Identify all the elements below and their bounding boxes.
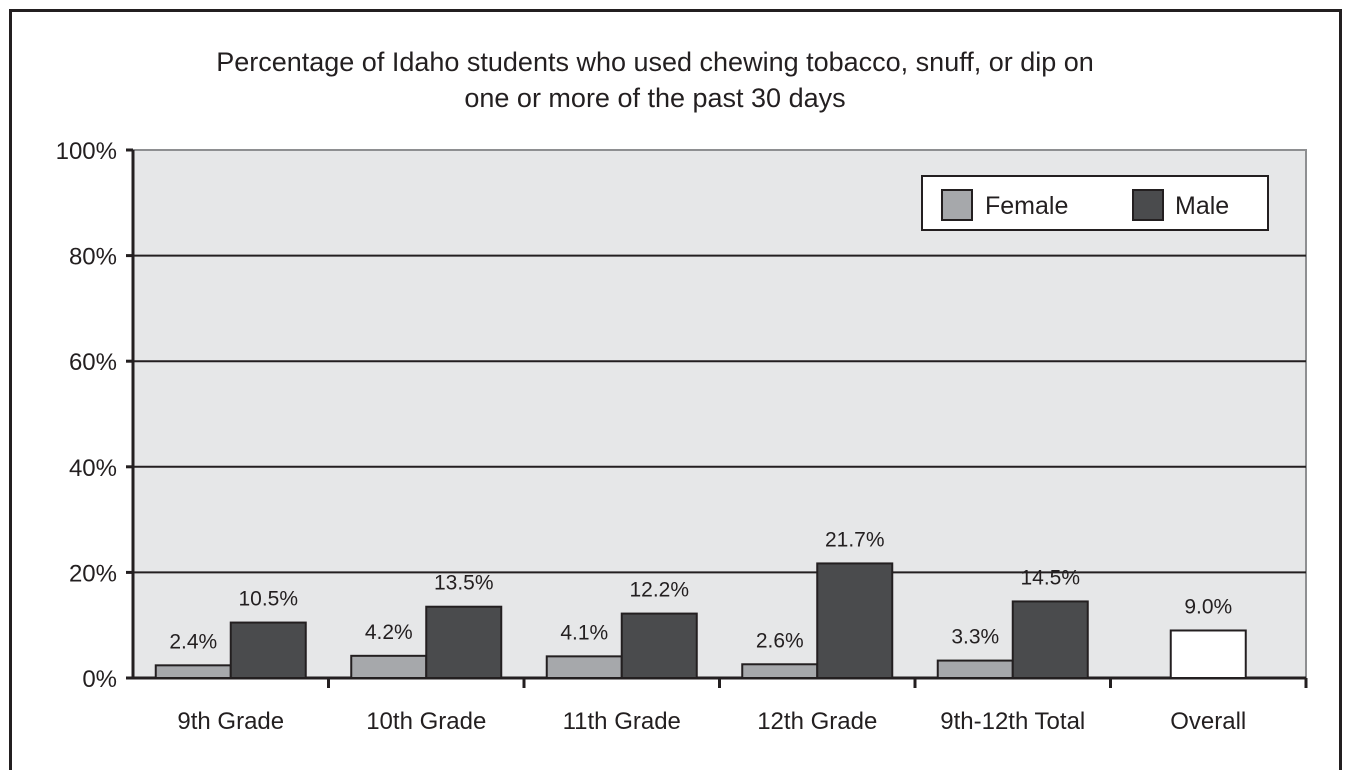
bar-male: [1011, 600, 1089, 679]
chart-title-line-2: one or more of the past 30 days: [464, 83, 846, 113]
legend-swatch-female: [941, 189, 973, 221]
bar-female: [741, 663, 819, 679]
y-tick-label: 40%: [69, 455, 117, 482]
x-tick-label: 10th Grade: [366, 708, 486, 735]
data-label-male: 13.5%: [434, 572, 494, 595]
y-tick-label: 100%: [56, 138, 117, 165]
chart-title-line-1: Percentage of Idaho students who used ch…: [216, 47, 1094, 77]
x-axis-ticks: 9th Grade 10th Grade 11th Grade 12th Grade 9…: [177, 678, 1308, 735]
bar-female: [936, 659, 1014, 679]
bar-male: [229, 621, 307, 679]
data-label-female: 2.4%: [169, 630, 217, 653]
bar-male: [816, 562, 894, 680]
chart-frame: [9, 9, 1342, 770]
bar-male: [425, 605, 503, 679]
x-tick-label: 11th Grade: [563, 708, 681, 735]
legend-label-male: Male: [1175, 192, 1229, 220]
data-label-female: 4.1%: [560, 621, 608, 644]
grid-lines: [133, 254, 1306, 574]
bars: [154, 562, 1247, 680]
data-label-male: 21.7%: [825, 528, 885, 551]
bar-female: [545, 655, 623, 679]
x-tick-label: 9th-12th Total: [940, 708, 1085, 735]
data-label-overall: 9.0%: [1184, 595, 1232, 618]
bar-female: [350, 654, 428, 679]
bar-male: [620, 612, 698, 679]
x-tick-label: 12th Grade: [757, 708, 877, 735]
x-tick-label: 9th Grade: [177, 708, 284, 735]
data-label-male: 12.2%: [629, 579, 689, 602]
y-axis-ticks: 0% 20% 40% 60% 80% 100%: [56, 138, 133, 693]
data-labels: 2.4% 10.5% 4.2% 13.5% 4.1% 12.2% 2.6% 21.7% 3.3%…: [169, 528, 1232, 653]
data-label-male: 10.5%: [238, 588, 298, 611]
legend-swatch-male: [1132, 189, 1164, 221]
data-label-female: 4.2%: [365, 621, 413, 644]
chart-title: Percentage of Idaho students who used ch…: [130, 44, 1180, 116]
data-label-female: 3.3%: [951, 626, 999, 649]
y-tick-label: 60%: [69, 349, 117, 376]
bar-overall: [1169, 629, 1247, 679]
legend-box: [921, 175, 1269, 231]
x-tick-label: Overall: [1170, 708, 1246, 735]
legend-label-female: Female: [985, 192, 1068, 220]
data-label-male: 14.5%: [1020, 566, 1080, 589]
data-label-female: 2.6%: [756, 629, 804, 652]
y-tick-label: 20%: [69, 560, 117, 587]
y-tick-label: 80%: [69, 244, 117, 271]
y-tick-label: 0%: [82, 666, 117, 693]
bar-female: [154, 664, 232, 680]
legend: Female Male: [921, 175, 1269, 231]
